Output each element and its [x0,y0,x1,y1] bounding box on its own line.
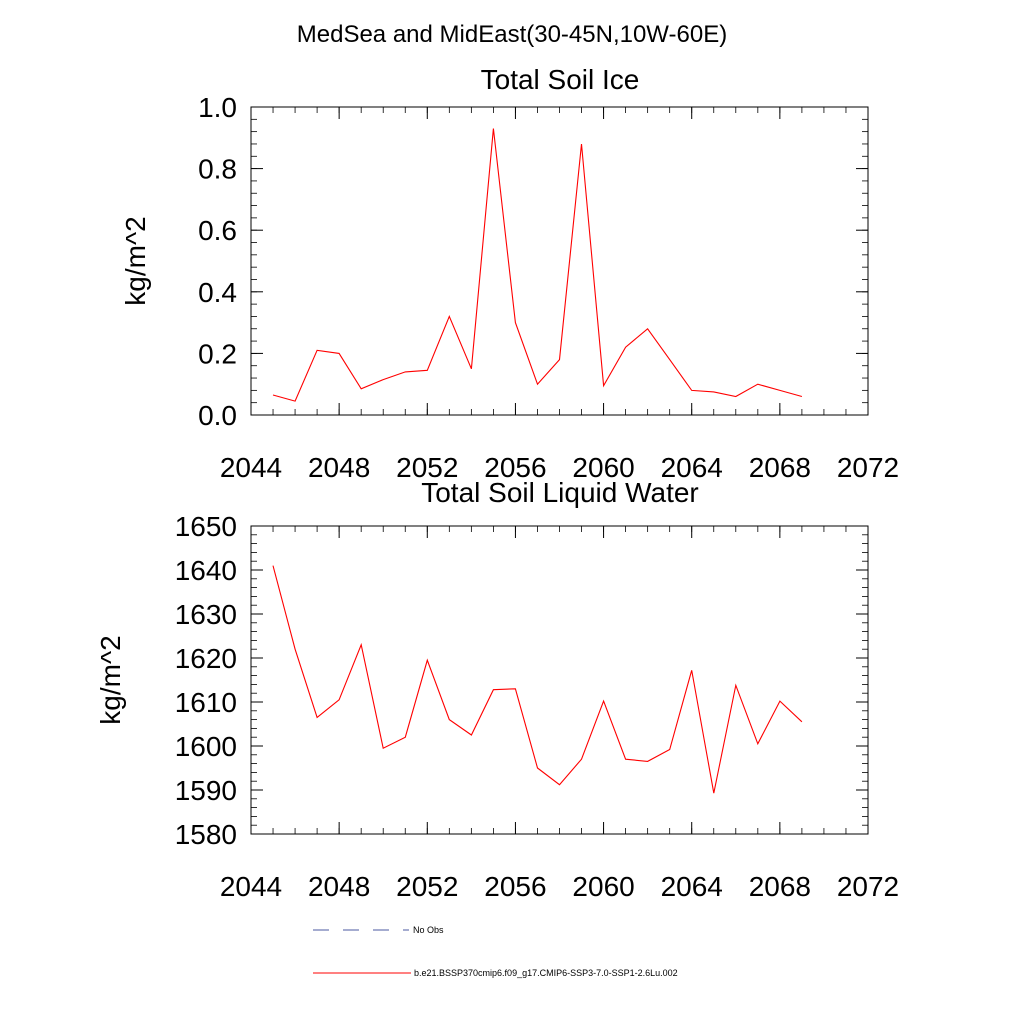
y-tick-label: 1650 [175,511,237,542]
y-tick-label: 0.8 [198,154,237,185]
x-tick-label: 2052 [396,871,458,902]
x-tick-label: 2044 [220,452,282,483]
chart-panel-soil-liquid-water: Total Soil Liquid Water kg/m^2 2044 2048 2… [95,477,899,902]
series-line [272,128,803,402]
chart-title: Total Soil Liquid Water [421,477,699,508]
x-tick-label: 2072 [837,871,899,902]
x-tick-label: 2068 [749,871,811,902]
y-tick-label: 1620 [175,643,237,674]
axis-ticks: 2044 2048 2052 2056 2060 2064 2068 2072 1580 1590… [175,511,899,902]
y-tick-label: 0.6 [198,215,237,246]
x-tick-label: 2044 [220,871,282,902]
x-tick-label: 2056 [484,452,546,483]
figure-title: MedSea and MidEast(30-45N,10W-60E) [297,21,727,48]
y-tick-label: 1590 [175,775,237,806]
series-marks [272,565,803,794]
plot-frame [250,106,869,416]
legend-series-label: b.e21.BSSP370cmip6.f09_g17.CMIP6-SSP3-7.… [414,968,678,978]
axis-ticks: 2044 2048 2052 2056 2060 2064 2068 2072 0.0 0.2 0.… [198,92,899,483]
y-tick-label: 1630 [175,599,237,630]
y-axis-label: kg/m^2 [120,216,151,305]
x-tick-label: 2048 [308,452,370,483]
x-tick-label: 2060 [572,871,634,902]
plot-frame [250,525,869,835]
legend-obs-label: No Obs [413,925,444,935]
series-line [272,565,803,794]
y-tick-label: 1580 [175,819,237,850]
y-tick-label: 0.2 [198,338,237,369]
legend: No Obs b.e21.BSSP370cmip6.f09_g17.CMIP6-… [313,925,678,978]
x-tick-label: 2068 [749,452,811,483]
y-tick-label: 1600 [175,731,237,762]
y-axis-label: kg/m^2 [95,635,126,724]
y-tick-label: 0.4 [198,277,237,308]
x-tick-label: 2056 [484,871,546,902]
y-tick-label: 1640 [175,555,237,586]
x-tick-label: 2072 [837,452,899,483]
x-tick-label: 2060 [572,452,634,483]
x-tick-label: 2064 [661,871,723,902]
x-tick-label: 2052 [396,452,458,483]
x-tick-label: 2064 [661,452,723,483]
chart-title: Total Soil Ice [481,64,640,95]
x-tick-label: 2048 [308,871,370,902]
y-tick-label: 1610 [175,687,237,718]
y-tick-label: 1.0 [198,92,237,123]
series-marks [272,128,803,402]
chart-panel-soil-ice: Total Soil Ice kg/m^2 2044 2048 2052 2056 20… [120,64,899,483]
y-tick-label: 0.0 [198,400,237,431]
